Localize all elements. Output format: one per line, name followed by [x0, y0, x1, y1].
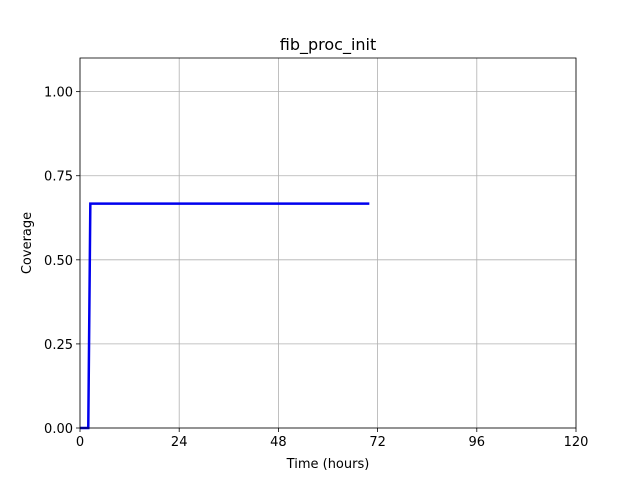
y-tick-label: 1.00: [44, 86, 73, 101]
grid-layer: [79, 58, 577, 429]
tick-layer: 0 24 48 72 96 120 0.00 0.25 0.50 0.75 1.00: [44, 86, 588, 450]
x-tick-label: 0: [76, 435, 84, 450]
x-tick-label: 72: [369, 435, 386, 450]
chart-title: fib_proc_init: [280, 35, 377, 55]
y-tick-label: 0.50: [44, 254, 73, 269]
series-line-coverage: [80, 202, 370, 430]
x-tick-label: 24: [171, 435, 188, 450]
x-tick-label: 120: [564, 435, 589, 450]
series-layer: [80, 202, 370, 430]
y-tick-label: 0.75: [44, 170, 73, 185]
x-tick-label: 48: [270, 435, 287, 450]
y-tick-label: 0.25: [44, 338, 73, 353]
x-tick-label: 96: [469, 435, 486, 450]
y-axis-label: Coverage: [20, 212, 35, 274]
y-tick-label: 0.00: [44, 422, 73, 437]
x-axis-label: Time (hours): [286, 457, 370, 472]
plot-frame: [79, 57, 577, 429]
